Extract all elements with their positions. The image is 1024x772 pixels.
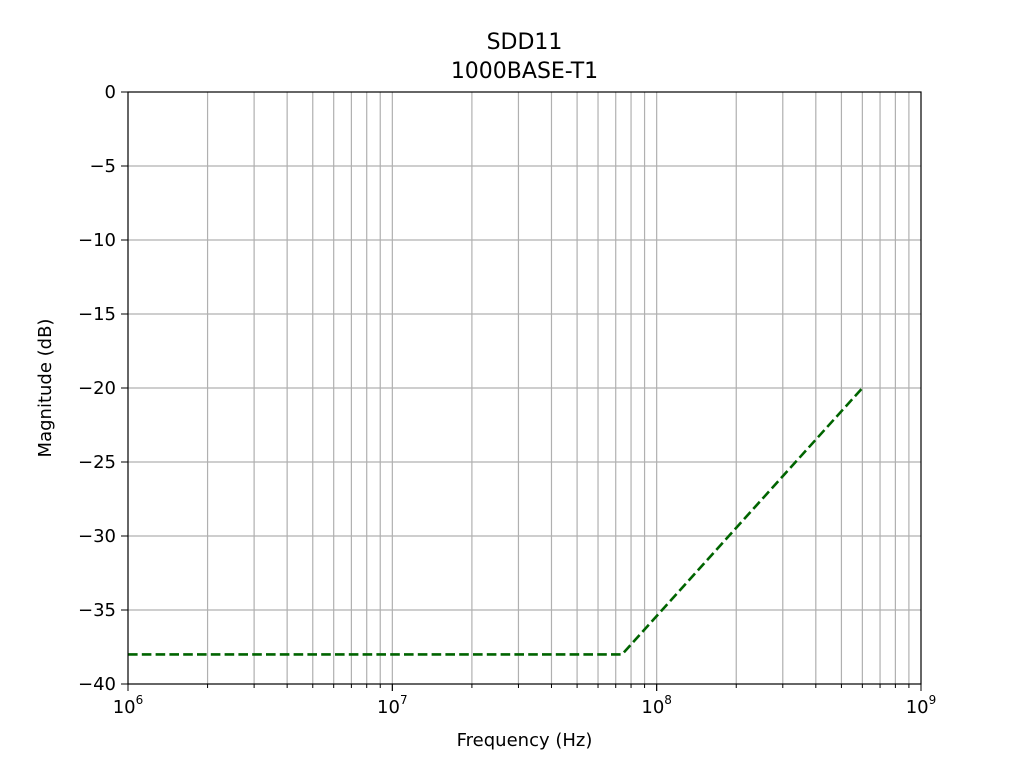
- tick-labels: 106 107 108 109 0 −5 −10 −15 −20 −25 −30 −35 −40: [78, 82, 936, 718]
- y-tick-label: −10: [78, 230, 116, 251]
- y-tick-label: −20: [78, 378, 116, 399]
- chart-title: SDD11: [487, 30, 563, 55]
- y-tick-label: −15: [78, 304, 116, 325]
- x-axis-label: Frequency (Hz): [457, 730, 593, 751]
- y-axis-label: Magnitude (dB): [35, 319, 56, 458]
- y-tick-label: −30: [78, 526, 116, 547]
- y-tick-label: 0: [105, 82, 116, 103]
- chart-subtitle: 1000BASE-T1: [451, 59, 598, 84]
- axis-ticks: [121, 91, 922, 691]
- y-tick-label: −5: [89, 156, 116, 177]
- x-tick-label: 109: [906, 693, 937, 718]
- y-tick-label: −35: [78, 600, 116, 621]
- grid: [128, 92, 921, 684]
- x-tick-label: 106: [113, 693, 144, 718]
- series-line: [128, 387, 864, 656]
- series-layer: [128, 387, 864, 656]
- y-tick-label: −40: [78, 674, 116, 695]
- y-tick-label: −25: [78, 452, 116, 473]
- x-tick-label: 107: [377, 693, 408, 718]
- x-tick-label: 108: [641, 693, 672, 718]
